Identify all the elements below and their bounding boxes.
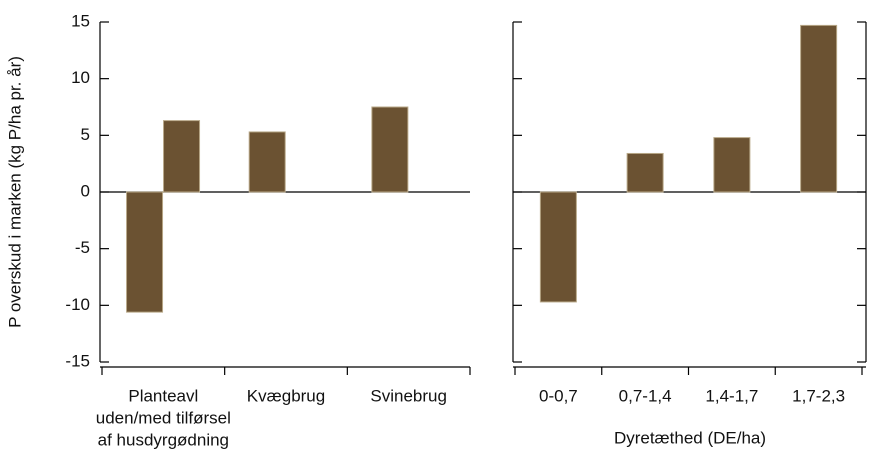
y-tick-label: 0 [81, 181, 90, 200]
x-tick-label: uden/med tilførsel [96, 408, 231, 427]
y-tick-label: -10 [65, 295, 90, 314]
x-tick-label: 1,7-2,3 [792, 386, 845, 405]
y-tick-label: 15 [71, 11, 90, 30]
x-tick-label: 0,7-1,4 [619, 386, 672, 405]
bar [539, 191, 577, 303]
x-tick-label: Planteavl [128, 386, 198, 405]
y-tick-label: 5 [81, 125, 90, 144]
bar [248, 131, 286, 193]
x-tick-label: 1,4-1,7 [705, 386, 758, 405]
x-axis-title: Dyretæthed (DE/ha) [614, 428, 766, 447]
bar [626, 152, 664, 193]
bar [713, 137, 751, 193]
y-axis-title: P overskud i marken (kg P/ha pr. år) [5, 56, 24, 328]
x-tick-label: 0-0,7 [539, 386, 578, 405]
bar [163, 120, 201, 193]
bar [800, 24, 838, 193]
bar [126, 191, 164, 313]
bar [371, 106, 409, 193]
y-tick-label: 10 [71, 68, 90, 87]
x-tick-label: af husdyrgødning [98, 430, 229, 449]
y-tick-label: -5 [75, 238, 90, 257]
y-tick-label: -15 [65, 351, 90, 370]
x-tick-label: Kvægbrug [247, 386, 325, 405]
x-tick-label: Svinebrug [370, 386, 447, 405]
